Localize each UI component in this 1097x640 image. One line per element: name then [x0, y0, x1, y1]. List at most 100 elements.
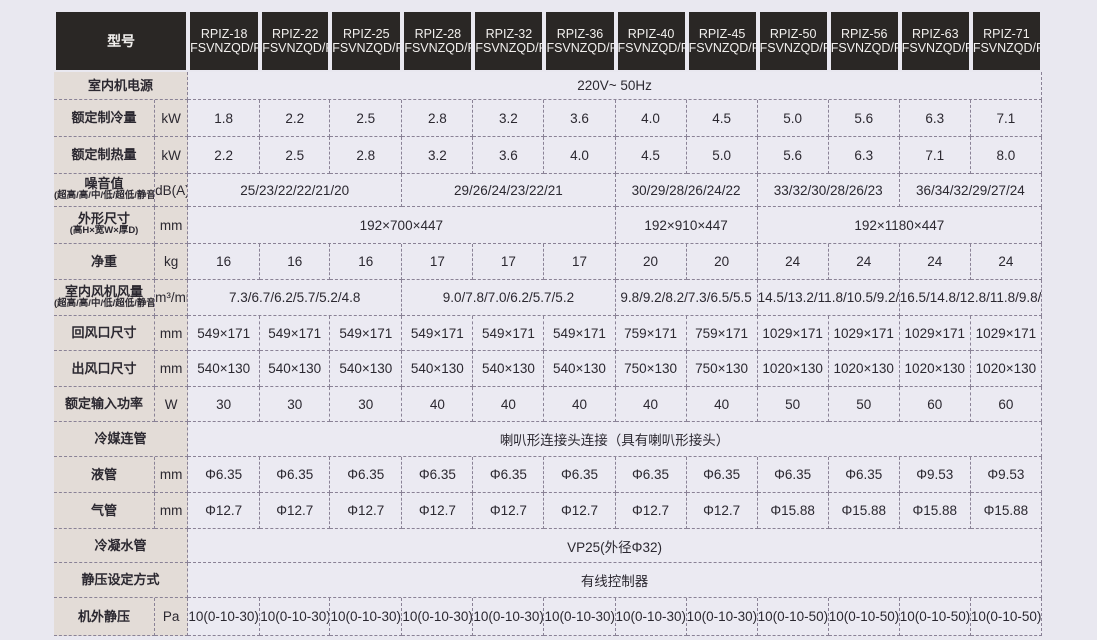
table-cell: 2.8: [330, 137, 403, 174]
row-unit: mm: [155, 316, 189, 351]
model-code: RPIZ-40: [627, 27, 675, 41]
table-cell: 10(0-10-30): [402, 598, 474, 636]
table-cell: 16: [260, 244, 331, 280]
table-cell: 10(0-10-30): [188, 598, 261, 636]
table-cell: Φ12.7: [544, 493, 616, 529]
table-cell: 1020×130: [757, 351, 829, 387]
table-cell: 24: [828, 244, 900, 280]
table-cell: 10(0-10-50): [757, 598, 829, 636]
row-label: 回风口尺寸: [54, 316, 156, 351]
table-cell: 16: [330, 244, 403, 280]
row-label: 液管: [54, 457, 156, 493]
model-code: RPIZ-36: [556, 27, 604, 41]
row-label: 净重: [54, 244, 156, 280]
row-unit: kg: [155, 244, 189, 280]
table-cell: 40: [473, 387, 545, 422]
table-cell: 30: [330, 387, 403, 422]
table-cell: VP25(外径Φ32): [188, 529, 1042, 563]
table-cell: 549×171: [473, 316, 545, 351]
table-cell: 5.6: [757, 137, 829, 174]
table-row: 额定制冷量 kW 1.8 2.2 2.5 2.8 3.2 3.6 4.0 4.5 5.0 5.6 6.3…: [54, 100, 1042, 137]
table-cell: Φ12.7: [402, 493, 474, 529]
model-code: RPIZ-71: [983, 27, 1030, 41]
row-unit: mm: [155, 351, 189, 387]
model-code: RPIZ-50: [769, 27, 817, 41]
row-label: 冷媒连管: [54, 422, 189, 457]
row-label-text: 噪音值: [84, 176, 124, 191]
table-cell: 10(0-10-30): [544, 598, 616, 636]
model-suffix: FSVNZQD/PC: [830, 41, 898, 55]
model-suffix: FSVNZQD/PC: [972, 41, 1040, 55]
table-cell: 17: [544, 244, 616, 280]
row-unit: W: [155, 387, 189, 422]
table-cell: 549×171: [188, 316, 261, 351]
row-label-text: 气管: [91, 502, 118, 518]
table-row: 气管 mm Φ12.7 Φ12.7 Φ12.7 Φ12.7 Φ12.7 Φ12.7 Φ12.7 Φ…: [54, 493, 1042, 529]
table-cell: 60: [970, 387, 1042, 422]
header-row: 型号 RPIZ-18FSVNZQD/PCRPIZ-22FSVNZQD/PCRPI…: [54, 10, 1042, 72]
table-cell: Φ9.53: [970, 457, 1042, 493]
row-label: 机外静压: [54, 598, 156, 636]
table-cell: 7.3/6.7/6.2/5.7/5.2/4.8: [188, 280, 403, 316]
table-cell: 24: [757, 244, 829, 280]
table-cell: 7.1: [970, 100, 1042, 137]
table-cell: 14.5/13.2/11.8/10.5/9.2/8.0: [757, 280, 900, 316]
table-cell: 192×1180×447: [757, 207, 1042, 244]
table-cell: 192×700×447: [188, 207, 616, 244]
table-cell: 8.0: [970, 137, 1042, 174]
row-unit: Pa: [155, 598, 189, 636]
table-cell: 5.0: [686, 137, 758, 174]
row-label: 室内机电源: [54, 72, 189, 100]
row-label-text: 室内风机风量: [65, 283, 144, 299]
table-cell: 2.5: [330, 100, 403, 137]
table-cell: 1.8: [188, 100, 261, 137]
table-cell: 2.2: [260, 100, 331, 137]
table-cell: 3.6: [473, 137, 545, 174]
table-cell: Φ15.88: [757, 493, 829, 529]
table-cell: 40: [544, 387, 616, 422]
model-code: RPIZ-56: [840, 27, 888, 41]
table-cell: Φ6.35: [544, 457, 616, 493]
model-code: RPIZ-18: [200, 27, 248, 41]
table-cell: 1020×130: [899, 351, 971, 387]
model-suffix: FSVNZQD/PC: [688, 41, 756, 55]
table-cell: 30: [260, 387, 331, 422]
model-suffix: FSVNZQD/PC: [262, 41, 328, 55]
model-suffix: FSVNZQD/PC: [475, 41, 542, 55]
row-label: 气管: [54, 493, 156, 529]
table-cell: Φ6.35: [828, 457, 900, 493]
table-cell: 549×171: [260, 316, 331, 351]
table-cell: 1029×171: [899, 316, 971, 351]
table-cell: 759×171: [686, 316, 758, 351]
table-cell: 10(0-10-30): [473, 598, 545, 636]
table-row: 室内机电源 220V~ 50Hz: [54, 72, 1042, 100]
table-cell: Φ6.35: [757, 457, 829, 493]
table-cell: 759×171: [615, 316, 687, 351]
table-cell: 30: [188, 387, 261, 422]
row-label-text: 室内机电源: [88, 77, 154, 93]
table-row: 外形尺寸 (高H×宽W×厚D) mm 192×700×447 192×910×447 19…: [54, 207, 1042, 244]
table-cell: Φ6.35: [473, 457, 545, 493]
table-cell: 750×130: [615, 351, 687, 387]
table-row: 额定输入功率 W 30 30 30 40 40 40 40 40 50 50 60 60: [54, 387, 1042, 422]
row-unit: m³/min: [155, 280, 189, 316]
table-row: 出风口尺寸 mm 540×130 540×130 540×130 540×130 540×1…: [54, 351, 1042, 387]
table-row: 冷凝水管 VP25(外径Φ32): [54, 529, 1042, 563]
table-cell: 30/29/28/26/24/22: [615, 174, 758, 207]
table-cell: 33/32/30/28/26/23: [757, 174, 900, 207]
table-cell: 2.5: [260, 137, 331, 174]
table-cell: 549×171: [330, 316, 403, 351]
model-header: 型号: [54, 10, 189, 72]
row-label-text: 冷凝水管: [94, 537, 147, 553]
table-cell: 1029×171: [757, 316, 829, 351]
table-cell: 540×130: [260, 351, 331, 387]
table-cell: 5.0: [757, 100, 829, 137]
table-cell: 10(0-10-50): [970, 598, 1042, 636]
table-cell: Φ6.35: [402, 457, 474, 493]
table-cell: 16: [188, 244, 261, 280]
table-row: 额定制热量 kW 2.2 2.5 2.8 3.2 3.6 4.0 4.5 5.0 5.6 6.3 7.1…: [54, 137, 1042, 174]
table-cell: Φ12.7: [473, 493, 545, 529]
